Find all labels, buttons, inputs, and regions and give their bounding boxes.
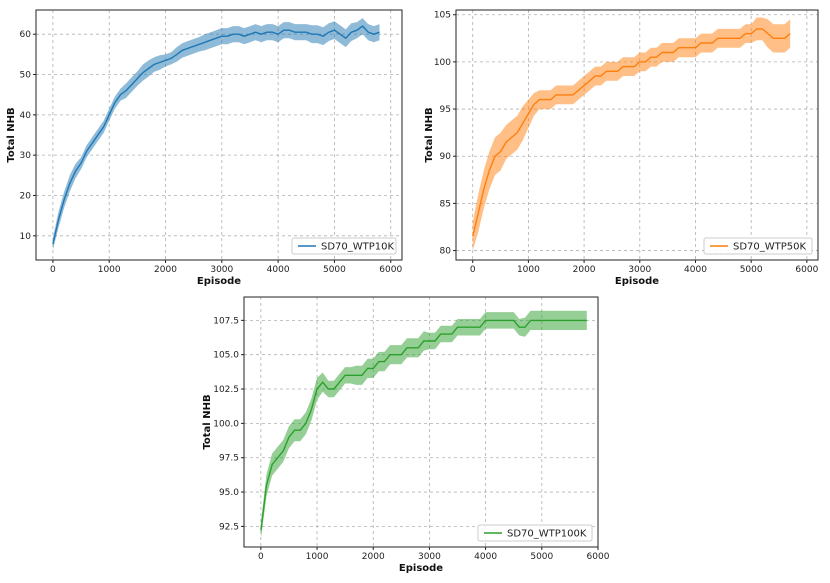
y-tick-label: 100.0 (213, 419, 239, 429)
x-tick-label: 6000 (795, 265, 818, 275)
x-tick-label: 0 (50, 265, 56, 275)
x-tick-label: 3000 (628, 265, 651, 275)
x-tick-label: 5000 (740, 265, 763, 275)
x-tick-label: 0 (258, 552, 264, 562)
y-tick-label: 60 (20, 30, 32, 40)
x-axis-label: Episode (615, 276, 659, 287)
x-tick-label: 1000 (306, 552, 329, 562)
x-tick-label: 4000 (684, 265, 707, 275)
y-tick-label: 80 (440, 247, 452, 257)
y-tick-label: 20 (20, 191, 32, 201)
series-line-1 (260, 319, 587, 531)
y-tick-label: 95.0 (219, 488, 239, 498)
x-tick-label: 5000 (530, 552, 553, 562)
x-tick-label: 2000 (362, 552, 385, 562)
y-tick-label: 92.5 (219, 522, 239, 532)
x-tick-label: 2000 (154, 265, 177, 275)
x-axis-label: Episode (197, 276, 241, 287)
y-tick-label: 40 (20, 111, 32, 121)
legend: SD70_WTP10K (291, 237, 397, 255)
x-tick-label: 4000 (267, 265, 290, 275)
y-tick-label: 97.5 (219, 454, 239, 464)
legend-label: SD70_WTP100K (507, 529, 587, 540)
x-tick-label: 6000 (587, 552, 610, 562)
legend-box (477, 524, 593, 542)
chart-panel-2: 0 1000 2000 3000 4000 5000 6000 80 85 90 95 100 105 E… (424, 9, 819, 287)
x-tick-label: 4000 (474, 552, 497, 562)
chart-panel-1: 0 1000 2000 3000 4000 5000 6000 10 20 30 40 50 60 Epi… (6, 9, 403, 287)
legend: SD70_WTP50K (703, 237, 813, 255)
legend-box (703, 237, 813, 255)
series-line-1 (472, 28, 791, 237)
legend-label: SD70_WTP10K (321, 242, 395, 253)
plot-frame (35, 9, 403, 261)
x-axis-label: Episode (399, 563, 443, 574)
grid-lines (36, 10, 402, 260)
confidence-band-1 (52, 18, 380, 250)
y-tick-label: 50 (20, 71, 32, 81)
x-tick-label: 5000 (323, 265, 346, 275)
x-tick-label: 1000 (98, 265, 121, 275)
x-tick-label: 2000 (573, 265, 596, 275)
y-axis-label: Total NHB (424, 107, 435, 162)
series-line-1 (52, 25, 380, 245)
x-tick-label: 6000 (379, 265, 402, 275)
y-tick-label: 102.5 (213, 385, 239, 395)
x-tick-label: 3000 (418, 552, 441, 562)
y-tick-label: 30 (20, 151, 32, 161)
y-tick-label: 90 (440, 152, 452, 162)
y-tick-label: 105.0 (213, 351, 239, 361)
y-axis-label: Total NHB (6, 107, 17, 162)
x-tick-label: 1000 (517, 265, 540, 275)
legend: SD70_WTP100K (477, 524, 593, 542)
confidence-band-1 (260, 310, 587, 539)
y-tick-label: 107.5 (213, 316, 239, 326)
y-tick-label: 100 (434, 58, 451, 68)
x-tick-label: 0 (470, 265, 476, 275)
x-tick-label: 3000 (210, 265, 233, 275)
y-tick-label: 105 (434, 11, 451, 21)
y-axis-label: Total NHB (202, 394, 213, 449)
legend-box (291, 237, 397, 255)
plot-frame (243, 296, 599, 548)
y-tick-label: 95 (440, 105, 451, 115)
legend-label: SD70_WTP50K (733, 242, 807, 253)
plot-frame (455, 9, 819, 261)
confidence-band-1 (472, 17, 791, 251)
chart-panel-3: 0 1000 2000 3000 4000 5000 6000 92.5 95.0 97.5 100… (202, 296, 610, 574)
y-tick-label: 85 (440, 199, 451, 209)
y-tick-label: 10 (20, 232, 32, 242)
